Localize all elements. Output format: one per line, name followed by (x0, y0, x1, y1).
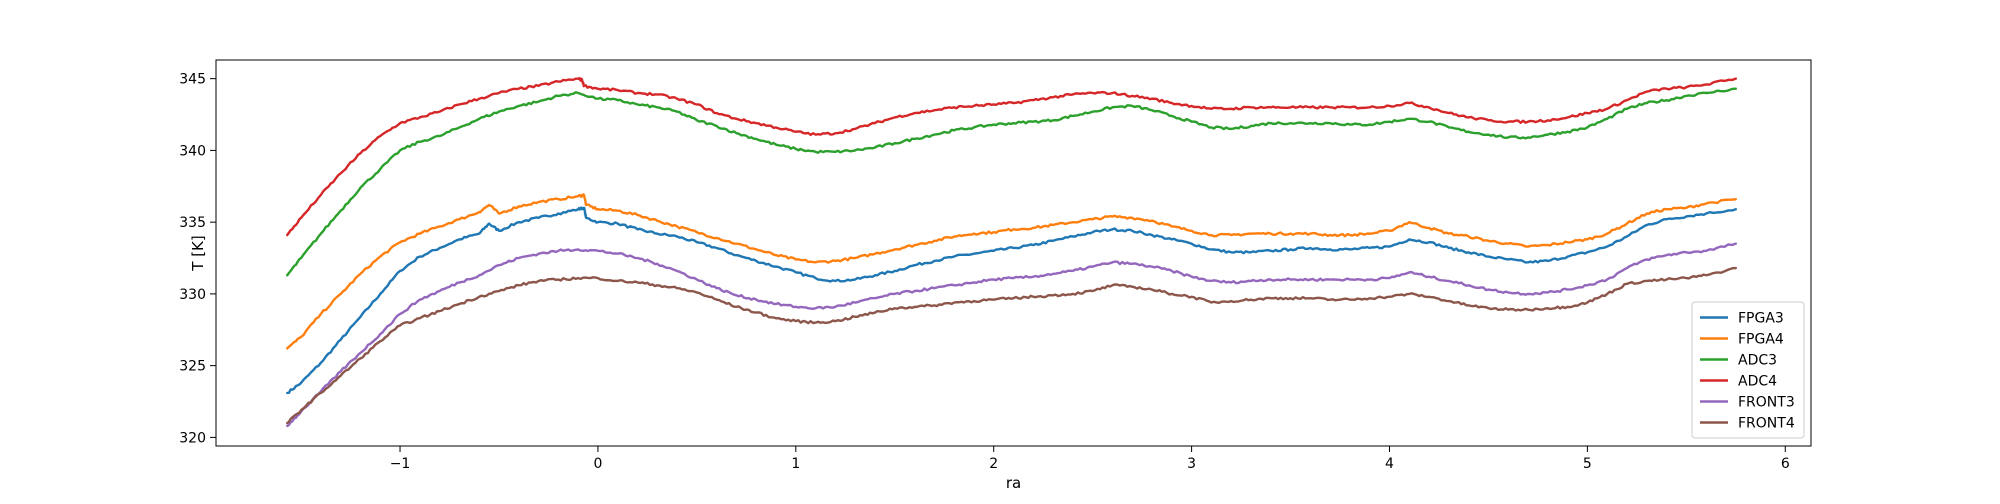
series-lines (286, 77, 1737, 428)
x-tick-label: −1 (390, 456, 411, 472)
plot-area-frame (215, 59, 1812, 447)
legend-box (1691, 301, 1805, 439)
legend-label-fpga4: FPGA4 (1738, 332, 1784, 348)
x-tick-label: 0 (593, 456, 602, 472)
legend: FPGA3 FPGA4 ADC3 ADC4 FRONT3 FRONT4 (1691, 301, 1805, 439)
series-line-fpga4 (286, 193, 1737, 350)
legend-label-adc4: ADC4 (1738, 374, 1777, 390)
y-tick-label: 335 (179, 215, 206, 231)
legend-label-fpga3: FPGA3 (1738, 311, 1784, 327)
series-line-front4 (286, 266, 1737, 425)
legend-label-adc3: ADC3 (1738, 353, 1777, 369)
series-line-adc4 (286, 77, 1737, 237)
series-line-front3 (286, 242, 1737, 428)
x-tick-label: 3 (1187, 456, 1196, 472)
legend-label-front3: FRONT3 (1738, 395, 1795, 411)
x-tick-label: 2 (989, 456, 998, 472)
x-tick-label: 6 (1781, 456, 1790, 472)
y-tick-label: 340 (179, 143, 206, 159)
y-tick-label: 345 (179, 72, 206, 88)
x-tick-label: 4 (1385, 456, 1394, 472)
x-tick-label: 1 (791, 456, 800, 472)
x-axis-ticks: −1 0 1 2 3 4 5 6 (390, 446, 1790, 472)
y-axis-label: T [K] (189, 235, 207, 271)
legend-label-front4: FRONT4 (1738, 416, 1795, 432)
y-tick-label: 320 (179, 430, 206, 446)
y-tick-label: 330 (179, 287, 206, 303)
y-tick-label: 325 (179, 359, 206, 375)
series-line-adc3 (286, 87, 1737, 277)
series-line-fpga3 (286, 206, 1737, 395)
x-axis-label: ra (1006, 474, 1021, 492)
y-axis-ticks: 320 325 330 335 340 345 (179, 72, 216, 446)
x-tick-label: 5 (1583, 456, 1592, 472)
